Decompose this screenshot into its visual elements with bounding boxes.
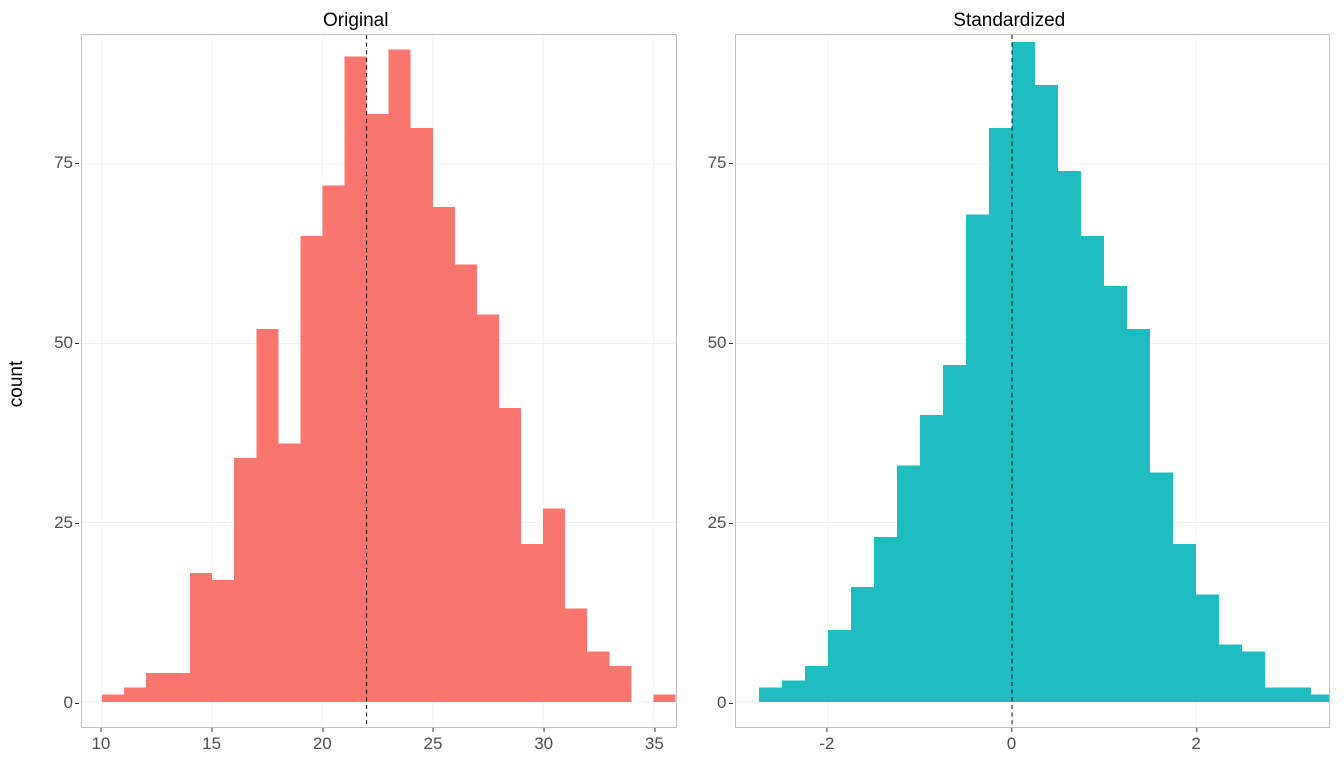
y-tick-label: 75 (54, 153, 73, 173)
plot-area-left (81, 34, 677, 728)
y-axis-label: count (7, 361, 29, 407)
x-tick-label: 20 (313, 734, 332, 754)
histogram-right (736, 35, 1330, 727)
y-tick-label: 25 (54, 513, 73, 533)
plot-area-right (735, 34, 1331, 728)
y-tick-label: 0 (717, 693, 726, 713)
y-tick-label: 50 (708, 333, 727, 353)
x-tick-label: 10 (91, 734, 110, 754)
y-tick-label: 75 (708, 153, 727, 173)
plot-shell-right: 0255075 (735, 34, 1331, 728)
x-ticks-right: -2 0 2 (735, 728, 1331, 762)
panel-title-right: Standardized (689, 6, 1331, 34)
y-axis-label-container: count (0, 0, 35, 768)
panel-right: Standardized 0 25 50 75 -2 0 2 (689, 6, 1331, 762)
panels-row: Original 0255075 101520253035 Standardiz… (35, 0, 1344, 768)
x-tick-label: 25 (424, 734, 443, 754)
y-tick-label: 50 (54, 333, 73, 353)
x-tick-label: 0 (1007, 734, 1016, 754)
panel-left: Original 0 25 50 75 10 15 20 25 30 35 (35, 6, 677, 762)
x-tick-label: 15 (202, 734, 221, 754)
x-ticks-left: 10 15 20 25 30 35 (81, 728, 677, 762)
panel-title-left: Original (35, 6, 677, 34)
y-tick-label: 25 (708, 513, 727, 533)
plot-shell-left: 0255075 (81, 34, 677, 728)
histogram-left (82, 35, 676, 727)
y-ticks-left: 0 25 50 75 (35, 34, 79, 728)
x-tick-label: 35 (645, 734, 664, 754)
x-tick-label: 30 (534, 734, 553, 754)
y-ticks-right: 0 25 50 75 (689, 34, 733, 728)
x-tick-label: -2 (819, 734, 834, 754)
x-tick-label: 2 (1191, 734, 1200, 754)
y-tick-label: 0 (64, 693, 73, 713)
